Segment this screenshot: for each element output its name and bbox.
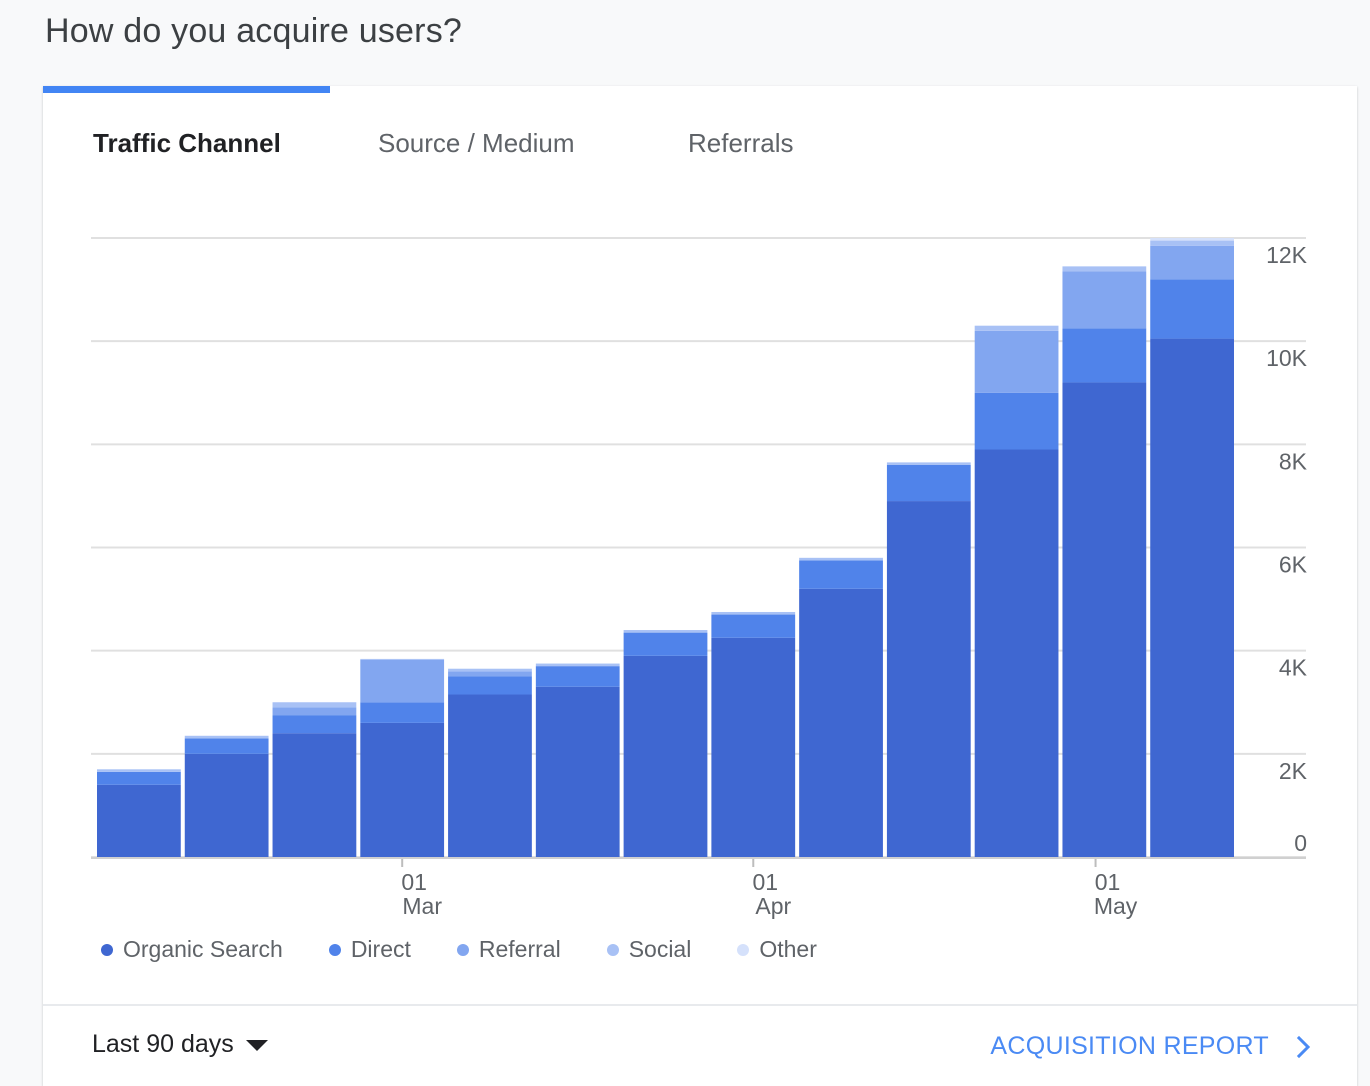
y-tick-label: 2K <box>1279 758 1308 784</box>
bar-segment-direct[interactable] <box>1062 328 1147 383</box>
legend-dot-icon <box>101 943 113 956</box>
bar-segment-direct[interactable] <box>799 560 883 589</box>
x-tick-month: Apr <box>755 893 791 919</box>
date-range-label: Last 90 days <box>92 1030 234 1058</box>
bar-segment-direct[interactable] <box>711 614 796 638</box>
legend-dot-icon <box>737 943 750 956</box>
footer-divider <box>43 1004 1357 1006</box>
bar-segment-organic-search[interactable] <box>535 686 620 857</box>
bar-segment-organic-search[interactable] <box>360 722 445 857</box>
bar-segment-direct[interactable] <box>184 738 269 754</box>
legend-item-referral[interactable]: Referral <box>456 936 561 963</box>
bar-segment-referral[interactable] <box>1062 271 1147 329</box>
x-tick-day: 01 <box>401 869 427 895</box>
bar-segment-social[interactable] <box>1062 266 1147 272</box>
caret-down-icon <box>245 1040 268 1051</box>
y-tick-label: 10K <box>1266 345 1308 371</box>
acquisition-card: Traffic Channel Source / Medium Referral… <box>43 86 1357 1086</box>
legend-item-direct[interactable]: Direct <box>328 936 411 963</box>
bar-segment-direct[interactable] <box>97 771 181 785</box>
bar-segment-social[interactable] <box>184 735 269 739</box>
y-tick-label: 8K <box>1279 448 1308 474</box>
bar-segment-organic-search[interactable] <box>448 694 532 857</box>
bar-segment-organic-search[interactable] <box>974 449 1059 857</box>
bar-segment-social[interactable] <box>799 557 883 561</box>
bar-segment-social[interactable] <box>974 325 1059 331</box>
bar-segment-organic-search[interactable] <box>886 501 971 857</box>
bar-segment-organic-search[interactable] <box>97 784 181 857</box>
bar-segment-referral[interactable] <box>360 659 445 703</box>
bar-segment-social[interactable] <box>448 668 532 672</box>
acquisition-report-link[interactable]: ACQUISITION REPORT <box>990 1032 1315 1061</box>
bar-segment-social[interactable] <box>886 462 971 465</box>
bar-segment-social[interactable] <box>711 611 796 615</box>
bar-segment-organic-search[interactable] <box>184 753 269 857</box>
legend-label: Referral <box>478 936 561 962</box>
legend-label: Organic Search <box>123 936 283 962</box>
bar-segment-organic-search[interactable] <box>799 588 883 857</box>
bar-segment-social[interactable] <box>1150 240 1234 246</box>
legend-dot-icon <box>456 943 469 956</box>
bar-segment-direct[interactable] <box>974 392 1059 450</box>
x-tick-month: Mar <box>402 893 442 919</box>
legend-label: Direct <box>350 936 411 962</box>
bar-segment-direct[interactable] <box>886 464 971 502</box>
date-range-dropdown[interactable]: Last 90 days <box>92 1030 268 1059</box>
x-tick-month: May <box>1094 893 1138 919</box>
bar-segment-direct[interactable] <box>1150 279 1234 339</box>
report-link-label: ACQUISITION REPORT <box>990 1032 1269 1060</box>
y-tick-label: 0 <box>1294 830 1307 856</box>
bar-segment-other[interactable] <box>1150 238 1234 241</box>
tab-traffic-channel[interactable]: Traffic Channel <box>93 128 281 158</box>
y-tick-label: 6K <box>1279 552 1308 578</box>
bar-segment-direct[interactable] <box>272 715 357 734</box>
y-tick-label: 12K <box>1266 242 1308 268</box>
legend-label: Social <box>628 936 692 962</box>
bar-segment-referral[interactable] <box>272 707 357 716</box>
legend-label: Other <box>759 936 817 962</box>
bar-segment-social[interactable] <box>360 658 445 660</box>
legend-dot-icon <box>328 943 341 956</box>
bar-segment-referral[interactable] <box>448 671 532 677</box>
bar-segment-organic-search[interactable] <box>1150 338 1234 857</box>
bar-segment-organic-search[interactable] <box>272 733 357 857</box>
bar-segment-organic-search[interactable] <box>711 637 796 857</box>
x-tick-day: 01 <box>752 869 778 895</box>
bar-segment-referral[interactable] <box>1150 245 1234 280</box>
legend-item-organic-search[interactable]: Organic Search <box>101 936 283 963</box>
bar-segment-referral[interactable] <box>974 330 1059 393</box>
page-title: How do you acquire users? <box>45 12 463 50</box>
bar-segment-direct[interactable] <box>448 676 532 695</box>
bar-segment-direct[interactable] <box>360 702 445 723</box>
bar-segment-organic-search[interactable] <box>623 655 708 857</box>
bar-segment-social[interactable] <box>623 630 708 633</box>
tab-source-medium[interactable]: Source / Medium <box>378 128 575 158</box>
bar-segment-organic-search[interactable] <box>1062 382 1147 857</box>
y-axis-ticks: 0 2K 4K 6K 8K 10K 12K <box>1266 242 1308 856</box>
legend-item-other[interactable]: Other <box>737 936 817 963</box>
bar-segment-social[interactable] <box>535 663 620 667</box>
bar-segment-direct[interactable] <box>535 666 620 687</box>
chevron-right-icon <box>1296 1035 1311 1058</box>
y-tick-label: 4K <box>1279 655 1308 681</box>
bar-segment-direct[interactable] <box>623 632 708 656</box>
bar-segment-social[interactable] <box>97 769 181 772</box>
legend-item-social[interactable]: Social <box>606 936 692 963</box>
chart-legend: Organic Search Direct Referral Social Ot… <box>101 936 863 963</box>
tab-referrals[interactable]: Referrals <box>688 128 794 158</box>
x-tick-day: 01 <box>1095 869 1121 895</box>
legend-dot-icon <box>606 943 619 956</box>
bars <box>97 238 1234 857</box>
bar-segment-social[interactable] <box>272 702 357 708</box>
active-tab-indicator <box>43 86 330 93</box>
